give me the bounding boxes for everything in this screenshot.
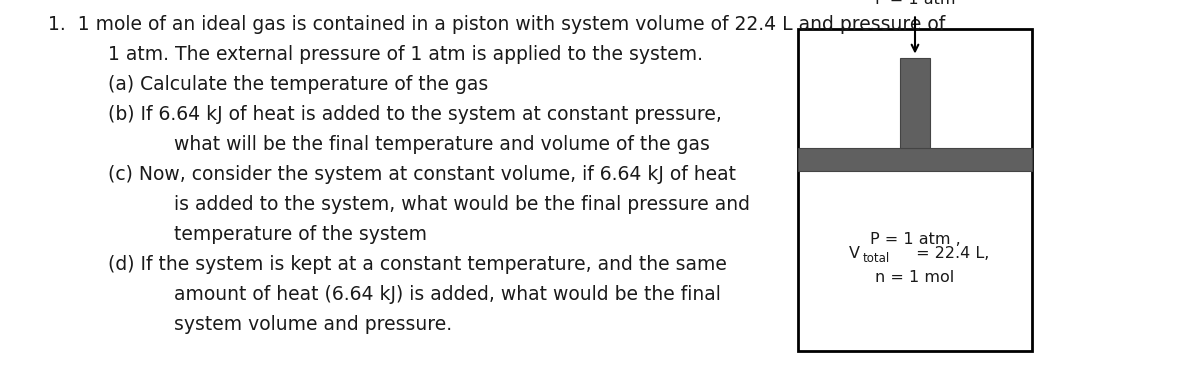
Text: what will be the final temperature and volume of the gas: what will be the final temperature and v… — [174, 135, 710, 154]
Text: P = 1 atm: P = 1 atm — [875, 0, 955, 7]
Text: temperature of the system: temperature of the system — [174, 225, 427, 244]
Text: total: total — [863, 252, 889, 265]
Text: system volume and pressure.: system volume and pressure. — [174, 315, 452, 334]
Text: amount of heat (6.64 kJ) is added, what would be the final: amount of heat (6.64 kJ) is added, what … — [174, 285, 721, 304]
Text: is added to the system, what would be the final pressure and: is added to the system, what would be th… — [174, 195, 750, 214]
Text: 1.  1 mole of an ideal gas is contained in a piston with system volume of 22.4 L: 1. 1 mole of an ideal gas is contained i… — [48, 15, 946, 34]
Text: = 22.4 L,: = 22.4 L, — [912, 246, 990, 261]
Bar — [798, 29, 1032, 351]
Text: (d) If the system is kept at a constant temperature, and the same: (d) If the system is kept at a constant … — [108, 255, 727, 274]
Text: n = 1 mol: n = 1 mol — [875, 270, 955, 285]
Text: P = 1 atm ,: P = 1 atm , — [870, 232, 960, 247]
Bar — [900, 58, 930, 149]
Text: (c) Now, consider the system at constant volume, if 6.64 kJ of heat: (c) Now, consider the system at constant… — [108, 165, 736, 184]
Text: (b) If 6.64 kJ of heat is added to the system at constant pressure,: (b) If 6.64 kJ of heat is added to the s… — [108, 105, 722, 124]
Text: 1 atm. The external pressure of 1 atm is applied to the system.: 1 atm. The external pressure of 1 atm is… — [108, 45, 703, 64]
Text: (a) Calculate the temperature of the gas: (a) Calculate the temperature of the gas — [108, 75, 488, 94]
Text: V: V — [850, 246, 860, 261]
Bar — [798, 149, 1032, 171]
